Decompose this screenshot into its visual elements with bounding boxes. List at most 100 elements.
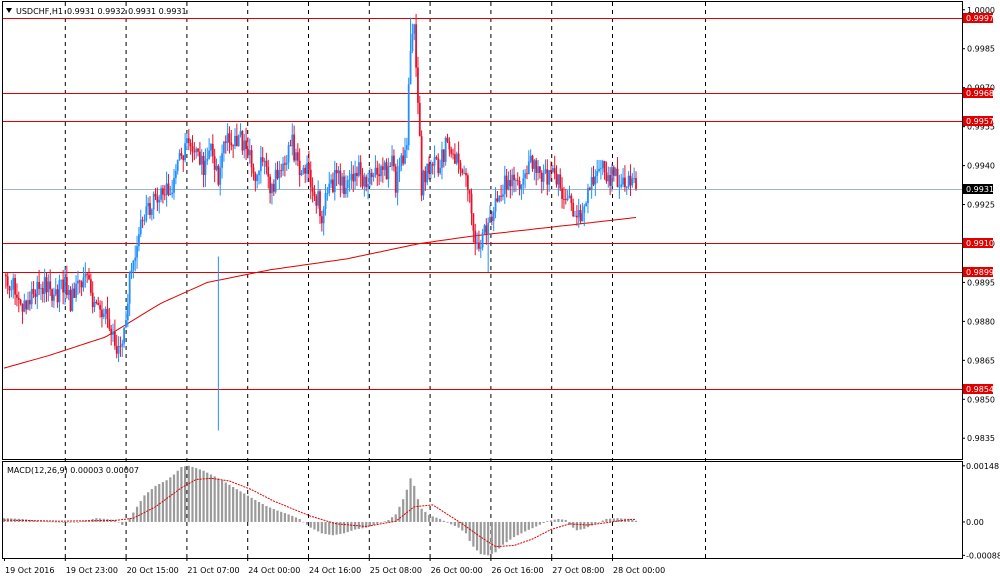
bear-candle-body — [376, 167, 379, 175]
bear-candle-body — [213, 156, 216, 170]
bear-candle-body — [91, 292, 94, 308]
macd-histogram-bar — [313, 521, 316, 530]
bull-candle-body — [607, 175, 610, 182]
bull-candle-body — [27, 300, 29, 310]
bull-candle-body — [527, 161, 530, 175]
bull-candle-body — [337, 170, 340, 174]
bull-candle-body — [487, 222, 490, 234]
bear-candle-body — [163, 194, 166, 196]
macd-histogram-bar — [161, 482, 165, 522]
macd-histogram-bar — [402, 499, 405, 522]
bull-candle-body — [596, 171, 599, 177]
macd-histogram-bar — [220, 480, 224, 522]
bear-candle-body — [320, 216, 323, 224]
macd-histogram-bar — [117, 521, 120, 523]
bull-candle-body — [363, 176, 366, 187]
macd-panel-frame — [2, 461, 963, 559]
level-price-tag-label: 0.9899 — [966, 268, 994, 277]
macd-histogram-bar — [143, 495, 146, 522]
bull-candle-body — [82, 277, 85, 288]
macd-histogram-bar — [69, 521, 72, 523]
macd-histogram-bar — [501, 521, 505, 545]
macd-histogram-bar — [17, 518, 20, 522]
bull-candle-body — [494, 198, 497, 212]
bull-candle-body — [463, 172, 466, 174]
time-tick-label: 20 Oct 15:00 — [127, 566, 179, 575]
bear-candle-body — [563, 198, 565, 200]
macd-histogram-bar — [531, 521, 534, 529]
bear-candle-body — [97, 302, 100, 306]
bear-candle-body — [616, 168, 619, 187]
macd-histogram-bar — [246, 495, 250, 522]
bull-candle-body — [354, 172, 357, 182]
bear-candle-body — [335, 170, 338, 174]
bull-candle-body — [186, 138, 188, 144]
bull-candle-body — [502, 194, 504, 197]
bull-candle-body — [344, 188, 347, 195]
bear-candle-body — [513, 174, 515, 181]
bull-candle-body — [132, 260, 135, 270]
bull-candle-body — [426, 163, 429, 183]
bear-candle-body — [252, 167, 255, 174]
macd-histogram-bar — [524, 521, 527, 532]
bull-candle-body — [328, 183, 331, 194]
bear-candle-body — [182, 155, 185, 161]
bear-candle-body — [261, 157, 264, 162]
bull-candle-body — [627, 175, 630, 187]
bear-candle-body — [141, 219, 144, 221]
bear-candle-body — [106, 308, 109, 320]
macd-histogram-bar — [198, 469, 201, 522]
bear-candle-body — [526, 173, 528, 175]
bull-candle-body — [350, 173, 353, 180]
bull-candle-body — [581, 213, 584, 222]
bull-candle-body — [557, 174, 560, 185]
macd-histogram-bar — [553, 519, 556, 522]
macd-histogram-bar — [365, 521, 368, 528]
macd-histogram-bar — [150, 489, 153, 522]
bear-candle-body — [115, 345, 118, 354]
macd-histogram-bar — [416, 499, 420, 522]
bull-candle-body — [210, 143, 212, 151]
bull-candle-body — [598, 168, 600, 172]
bear-candle-body — [110, 328, 113, 335]
macd-histogram-bar — [357, 521, 360, 529]
macd-histogram-bar — [324, 521, 327, 534]
dropdown-triangle-icon[interactable] — [6, 8, 12, 13]
price-tick-label: 0.9925 — [967, 201, 995, 210]
bull-candle-body — [333, 170, 336, 193]
bull-candle-body — [30, 288, 33, 305]
bear-candle-body — [162, 188, 164, 195]
bear-candle-body — [154, 193, 157, 197]
bull-candle-body — [75, 283, 77, 298]
bear-candle-body — [180, 153, 183, 156]
bear-candle-body — [6, 276, 9, 287]
level-price-tag — [963, 238, 993, 248]
bear-candle-body — [359, 162, 362, 175]
macd-histogram-bar — [546, 521, 549, 522]
macd-histogram-bar — [128, 518, 131, 522]
price-tick-label: 0.9940 — [967, 162, 995, 171]
bull-candle-body — [204, 160, 207, 175]
macd-histogram-bar — [294, 517, 298, 522]
bull-candle-body — [104, 308, 107, 314]
level-price-tag — [963, 267, 993, 277]
bull-candle-body — [548, 170, 551, 185]
bull-candle-body — [237, 134, 240, 147]
time-tick-label: 19 Oct 2016 — [5, 566, 54, 575]
time-tick-label: 21 Oct 07:00 — [187, 566, 239, 575]
macd-histogram-bar — [509, 521, 512, 540]
bear-candle-body — [191, 146, 194, 152]
bull-candle-body — [601, 161, 604, 169]
macd-histogram-bar — [283, 513, 286, 522]
bear-candle-body — [217, 165, 220, 185]
candlesticks — [4, 13, 637, 431]
bull-candle-body — [391, 155, 393, 167]
bull-candle-body — [243, 140, 246, 151]
macd-histogram-bar — [331, 521, 335, 536]
bull-candle-body — [444, 137, 447, 162]
bull-candle-body — [481, 232, 484, 248]
bull-candle-body — [171, 192, 174, 195]
bull-candle-body — [611, 167, 613, 186]
bear-candle-body — [250, 150, 253, 168]
